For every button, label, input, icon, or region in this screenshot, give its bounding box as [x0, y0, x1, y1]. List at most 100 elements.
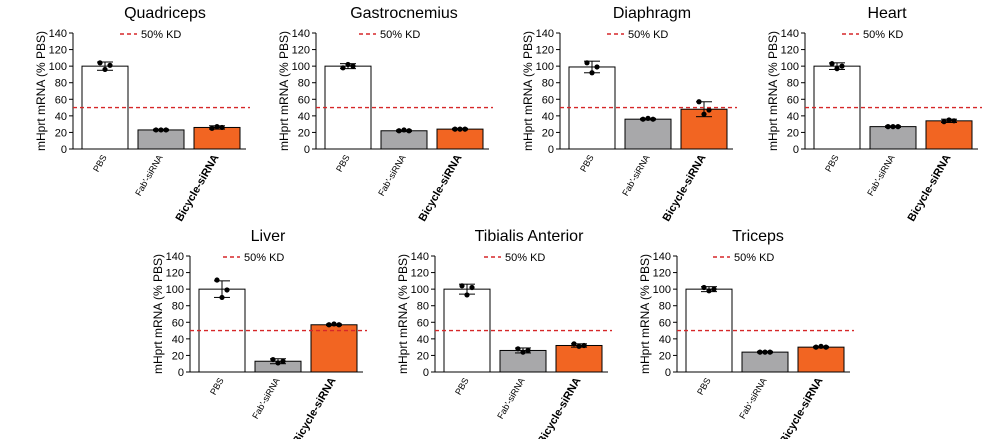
- bar: [741, 351, 789, 373]
- x-tick-label: Fab'-siRNA: [133, 153, 165, 198]
- data-point: [650, 116, 656, 122]
- data-point: [158, 127, 164, 133]
- data-point: [396, 128, 402, 134]
- y-tick-label: 20: [417, 350, 429, 362]
- data-point: [406, 128, 412, 134]
- y-tick-label: 60: [659, 317, 671, 329]
- data-point: [345, 61, 351, 68]
- y-tick-label: 140: [292, 28, 310, 40]
- y-tick-label: 40: [787, 111, 799, 123]
- panel-title: Heart: [867, 5, 907, 22]
- data-point: [946, 117, 952, 123]
- y-axis-label: mHprt mRNA (% PBS): [396, 254, 410, 374]
- data-point: [280, 358, 286, 364]
- data-point: [340, 65, 346, 71]
- data-point: [214, 277, 220, 283]
- bar: [380, 130, 428, 150]
- data-point: [350, 63, 356, 69]
- y-tick-label: 80: [298, 78, 310, 90]
- y-tick-label: 0: [423, 367, 429, 379]
- x-tick-label: Fab'-siRNA: [865, 153, 897, 198]
- data-point: [640, 116, 646, 122]
- x-tick-label: Bicycle-siRNA: [417, 152, 465, 223]
- x-tick-label: Bicycle-siRNA: [174, 152, 222, 223]
- data-point: [457, 126, 463, 132]
- y-tick-label: 20: [298, 127, 310, 139]
- y-tick-label: 60: [172, 317, 184, 329]
- data-point: [589, 70, 595, 76]
- y-tick-label: 0: [304, 144, 310, 156]
- panel-title: Quadriceps: [124, 5, 206, 22]
- y-tick-label: 20: [787, 127, 799, 139]
- legend-label: 50% KD: [380, 29, 420, 41]
- y-tick-label: 60: [298, 94, 310, 106]
- y-tick-label: 0: [665, 367, 671, 379]
- data-point: [462, 126, 468, 132]
- data-point: [102, 66, 108, 73]
- data-point: [813, 344, 819, 350]
- y-tick-label: 100: [411, 284, 429, 296]
- data-point: [219, 124, 225, 131]
- data-point: [701, 111, 707, 117]
- y-tick-label: 100: [166, 284, 184, 296]
- bar: [436, 128, 484, 150]
- legend-label: 50% KD: [505, 252, 545, 264]
- y-tick-label: 140: [536, 28, 554, 40]
- data-point: [336, 322, 342, 328]
- y-tick-label: 120: [166, 268, 184, 280]
- y-tick-label: 0: [178, 367, 184, 379]
- y-tick-label: 120: [781, 45, 799, 57]
- x-tick-label: PBS: [334, 153, 352, 174]
- data-point: [594, 64, 600, 70]
- x-tick-label: Fab'-siRNA: [376, 153, 408, 198]
- x-tick-label: Bicycle-siRNA: [778, 375, 826, 439]
- y-tick-label: 20: [172, 350, 184, 362]
- legend-label: 50% KD: [863, 29, 903, 41]
- y-axis-label: mHprt mRNA (% PBS): [151, 254, 165, 374]
- x-tick-label: Fab'-siRNA: [495, 376, 527, 421]
- data-point: [885, 124, 891, 130]
- y-tick-label: 120: [292, 45, 310, 57]
- data-point: [711, 286, 717, 292]
- panel-title: Gastrocnemius: [350, 5, 458, 22]
- legend-label: 50% KD: [244, 252, 284, 264]
- y-tick-label: 20: [542, 127, 554, 139]
- panel-title: Triceps: [732, 228, 784, 245]
- bar: [624, 118, 672, 150]
- y-tick-label: 120: [536, 45, 554, 57]
- y-tick-label: 140: [49, 28, 67, 40]
- y-tick-label: 0: [548, 144, 554, 156]
- chart-panel: Tibialis Anterior 50% KD 0 20 40 60 80 100 120 14…: [396, 228, 612, 439]
- data-point: [219, 294, 225, 301]
- data-point: [581, 342, 587, 349]
- y-tick-label: 80: [172, 301, 184, 313]
- data-point: [224, 287, 230, 293]
- y-tick-label: 40: [659, 334, 671, 346]
- data-point: [890, 124, 896, 130]
- data-point: [951, 118, 957, 124]
- data-point: [153, 127, 159, 133]
- legend-label: 50% KD: [628, 29, 668, 41]
- y-tick-label: 100: [781, 61, 799, 73]
- data-point: [331, 321, 337, 327]
- data-point: [696, 99, 702, 105]
- y-tick-label: 120: [411, 268, 429, 280]
- y-tick-label: 40: [172, 334, 184, 346]
- data-point: [584, 60, 590, 66]
- x-tick-label: Bicycle-siRNA: [536, 375, 584, 439]
- data-point: [515, 346, 521, 352]
- y-tick-label: 140: [653, 251, 671, 263]
- legend-label: 50% KD: [141, 29, 181, 41]
- chart-panel: Gastrocnemius 50% KD 0 20 40 60 80 100 120 140mHp…: [277, 5, 493, 224]
- panel-title: Liver: [251, 228, 286, 245]
- data-point: [275, 360, 281, 366]
- y-tick-label: 40: [417, 334, 429, 346]
- data-point: [839, 63, 845, 69]
- x-tick-label: PBS: [823, 153, 841, 174]
- bar: [193, 126, 241, 150]
- bar: [925, 120, 973, 150]
- data-point: [818, 343, 824, 349]
- y-tick-label: 140: [166, 251, 184, 263]
- data-point: [576, 343, 582, 349]
